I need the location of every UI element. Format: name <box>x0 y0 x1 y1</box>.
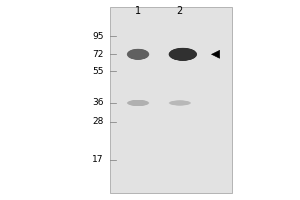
Ellipse shape <box>128 100 148 106</box>
Ellipse shape <box>130 50 146 59</box>
Ellipse shape <box>172 49 194 60</box>
Ellipse shape <box>170 101 190 105</box>
Ellipse shape <box>128 49 148 59</box>
Ellipse shape <box>131 50 145 59</box>
Ellipse shape <box>128 49 148 60</box>
Text: 95: 95 <box>92 32 104 41</box>
Ellipse shape <box>130 100 146 106</box>
Ellipse shape <box>128 100 148 106</box>
Ellipse shape <box>130 101 146 105</box>
Ellipse shape <box>129 100 147 106</box>
Ellipse shape <box>127 49 149 60</box>
Ellipse shape <box>169 101 190 105</box>
Text: 2: 2 <box>177 6 183 16</box>
Text: 55: 55 <box>92 67 104 76</box>
Ellipse shape <box>131 101 145 105</box>
Ellipse shape <box>129 49 147 59</box>
Ellipse shape <box>174 49 192 59</box>
Ellipse shape <box>127 49 149 60</box>
Text: 1: 1 <box>135 6 141 16</box>
Ellipse shape <box>169 48 196 61</box>
Bar <box>110 7 232 193</box>
Text: 28: 28 <box>92 117 104 126</box>
Ellipse shape <box>169 48 196 61</box>
Ellipse shape <box>172 101 188 105</box>
Ellipse shape <box>129 49 147 59</box>
Ellipse shape <box>171 49 195 60</box>
Text: 17: 17 <box>92 155 104 164</box>
Ellipse shape <box>171 49 194 60</box>
Ellipse shape <box>171 101 189 105</box>
Ellipse shape <box>170 101 189 105</box>
Ellipse shape <box>128 49 148 60</box>
Ellipse shape <box>130 100 146 105</box>
Ellipse shape <box>129 100 147 106</box>
Ellipse shape <box>173 101 187 105</box>
Ellipse shape <box>129 50 147 59</box>
Ellipse shape <box>130 50 146 59</box>
Text: 72: 72 <box>92 50 104 59</box>
Ellipse shape <box>130 50 146 59</box>
Ellipse shape <box>128 100 148 106</box>
Ellipse shape <box>129 100 147 106</box>
Ellipse shape <box>131 50 145 58</box>
Ellipse shape <box>174 49 191 59</box>
Ellipse shape <box>169 48 197 61</box>
Ellipse shape <box>172 101 188 105</box>
Ellipse shape <box>170 101 190 105</box>
Ellipse shape <box>131 50 145 59</box>
Ellipse shape <box>169 101 191 105</box>
Ellipse shape <box>172 101 187 105</box>
Ellipse shape <box>169 101 190 105</box>
Text: 36: 36 <box>92 98 104 107</box>
Ellipse shape <box>172 49 194 60</box>
Ellipse shape <box>172 49 193 60</box>
Ellipse shape <box>170 48 196 60</box>
Ellipse shape <box>131 101 145 105</box>
Ellipse shape <box>169 100 191 105</box>
Ellipse shape <box>130 101 146 105</box>
Ellipse shape <box>127 100 149 106</box>
Ellipse shape <box>128 49 148 59</box>
Ellipse shape <box>173 49 193 60</box>
Ellipse shape <box>171 101 189 105</box>
Ellipse shape <box>130 50 146 59</box>
Ellipse shape <box>175 49 191 59</box>
Ellipse shape <box>170 48 196 60</box>
Ellipse shape <box>127 100 149 106</box>
Ellipse shape <box>128 100 148 106</box>
Ellipse shape <box>171 48 195 60</box>
Ellipse shape <box>173 49 192 59</box>
Ellipse shape <box>172 101 188 105</box>
